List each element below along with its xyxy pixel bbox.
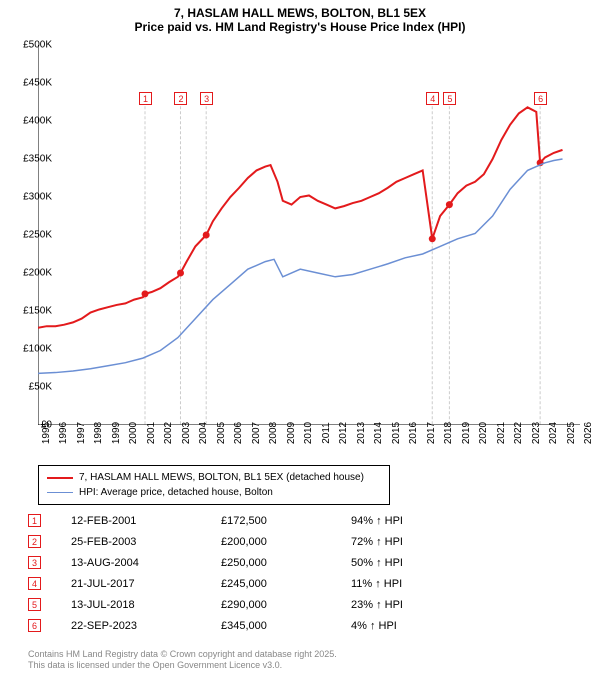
legend-item-hpi: HPI: Average price, detached house, Bolt…: [47, 485, 381, 500]
x-tick-label: 2020: [478, 422, 489, 444]
x-tick-label: 1999: [111, 422, 122, 444]
row-date: 21-JUL-2017: [71, 578, 221, 590]
footer: Contains HM Land Registry data © Crown c…: [28, 649, 337, 672]
legend-swatch-property: [47, 477, 73, 479]
x-tick-label: 2003: [181, 422, 192, 444]
row-date: 12-FEB-2001: [71, 515, 221, 527]
event-marker-2: 2: [174, 92, 187, 105]
x-tick-label: 2007: [251, 422, 262, 444]
row-marker: 1: [28, 514, 41, 527]
x-tick-label: 2025: [566, 422, 577, 444]
row-marker: 5: [28, 598, 41, 611]
row-date: 13-JUL-2018: [71, 599, 221, 611]
legend: 7, HASLAM HALL MEWS, BOLTON, BL1 5EX (de…: [38, 465, 390, 505]
x-tick-label: 2006: [233, 422, 244, 444]
x-tick-label: 2026: [583, 422, 594, 444]
x-tick-label: 2004: [198, 422, 209, 444]
x-tick-label: 2012: [338, 422, 349, 444]
row-hpi: 23% ↑ HPI: [351, 599, 471, 611]
chart-svg: [38, 45, 580, 425]
legend-item-property: 7, HASLAM HALL MEWS, BOLTON, BL1 5EX (de…: [47, 470, 381, 485]
row-price: £290,000: [221, 599, 351, 611]
x-tick-label: 2023: [531, 422, 542, 444]
chart-title-block: 7, HASLAM HALL MEWS, BOLTON, BL1 5EX Pri…: [0, 0, 600, 36]
x-tick-label: 2001: [146, 422, 157, 444]
y-tick-label: £350K: [23, 154, 52, 165]
table-row: 3 13-AUG-2004£250,00050% ↑ HPI: [28, 552, 568, 573]
event-marker-4: 4: [426, 92, 439, 105]
y-tick-label: £200K: [23, 268, 52, 279]
x-tick-label: 2010: [303, 422, 314, 444]
row-date: 25-FEB-2003: [71, 536, 221, 548]
x-tick-label: 2024: [548, 422, 559, 444]
x-tick-label: 2002: [163, 422, 174, 444]
y-tick-label: £250K: [23, 230, 52, 241]
row-date: 22-SEP-2023: [71, 620, 221, 632]
title-line-2: Price paid vs. HM Land Registry's House …: [0, 20, 600, 34]
y-tick-label: £50K: [29, 382, 52, 393]
x-tick-label: 2000: [128, 422, 139, 444]
x-tick-label: 2015: [391, 422, 402, 444]
x-tick-label: 2021: [496, 422, 507, 444]
transactions-table: 1 12-FEB-2001£172,50094% ↑ HPI 2 25-FEB-200…: [28, 510, 568, 636]
x-tick-label: 2008: [268, 422, 279, 444]
title-line-1: 7, HASLAM HALL MEWS, BOLTON, BL1 5EX: [0, 6, 600, 20]
y-tick-label: £450K: [23, 78, 52, 89]
x-tick-label: 2016: [408, 422, 419, 444]
legend-label-hpi: HPI: Average price, detached house, Bolt…: [79, 487, 273, 498]
x-tick-label: 2011: [321, 422, 332, 444]
chart-area: [38, 45, 580, 425]
row-price: £345,000: [221, 620, 351, 632]
y-tick-label: £150K: [23, 306, 52, 317]
row-marker: 3: [28, 556, 41, 569]
x-tick-label: 2014: [373, 422, 384, 444]
table-row: 2 25-FEB-2003£200,00072% ↑ HPI: [28, 531, 568, 552]
y-tick-label: £400K: [23, 116, 52, 127]
row-date: 13-AUG-2004: [71, 557, 221, 569]
y-tick-label: £500K: [23, 40, 52, 51]
x-tick-label: 2013: [356, 422, 367, 444]
x-tick-label: 2005: [216, 422, 227, 444]
footer-line-2: This data is licensed under the Open Gov…: [28, 660, 337, 672]
x-tick-label: 2018: [443, 422, 454, 444]
x-tick-label: 2019: [461, 422, 472, 444]
footer-line-1: Contains HM Land Registry data © Crown c…: [28, 649, 337, 661]
legend-swatch-hpi: [47, 492, 73, 494]
x-tick-label: 1998: [93, 422, 104, 444]
row-price: £200,000: [221, 536, 351, 548]
x-tick-label: 2009: [286, 422, 297, 444]
table-row: 6 22-SEP-2023£345,0004% ↑ HPI: [28, 615, 568, 636]
event-marker-3: 3: [200, 92, 213, 105]
row-marker: 4: [28, 577, 41, 590]
x-tick-label: 2017: [426, 422, 437, 444]
y-tick-label: £100K: [23, 344, 52, 355]
row-price: £245,000: [221, 578, 351, 590]
row-hpi: 4% ↑ HPI: [351, 620, 471, 632]
row-marker: 6: [28, 619, 41, 632]
legend-label-property: 7, HASLAM HALL MEWS, BOLTON, BL1 5EX (de…: [79, 472, 364, 483]
row-price: £250,000: [221, 557, 351, 569]
event-marker-5: 5: [443, 92, 456, 105]
x-tick-label: 2022: [513, 422, 524, 444]
row-hpi: 94% ↑ HPI: [351, 515, 471, 527]
y-tick-label: £300K: [23, 192, 52, 203]
table-row: 4 21-JUL-2017£245,00011% ↑ HPI: [28, 573, 568, 594]
row-hpi: 72% ↑ HPI: [351, 536, 471, 548]
event-marker-6: 6: [534, 92, 547, 105]
row-hpi: 50% ↑ HPI: [351, 557, 471, 569]
x-tick-label: 1995: [41, 422, 52, 444]
row-price: £172,500: [221, 515, 351, 527]
table-row: 5 13-JUL-2018£290,00023% ↑ HPI: [28, 594, 568, 615]
row-hpi: 11% ↑ HPI: [351, 578, 471, 590]
table-row: 1 12-FEB-2001£172,50094% ↑ HPI: [28, 510, 568, 531]
event-marker-1: 1: [139, 92, 152, 105]
x-tick-label: 1997: [76, 422, 87, 444]
row-marker: 2: [28, 535, 41, 548]
x-tick-label: 1996: [58, 422, 69, 444]
